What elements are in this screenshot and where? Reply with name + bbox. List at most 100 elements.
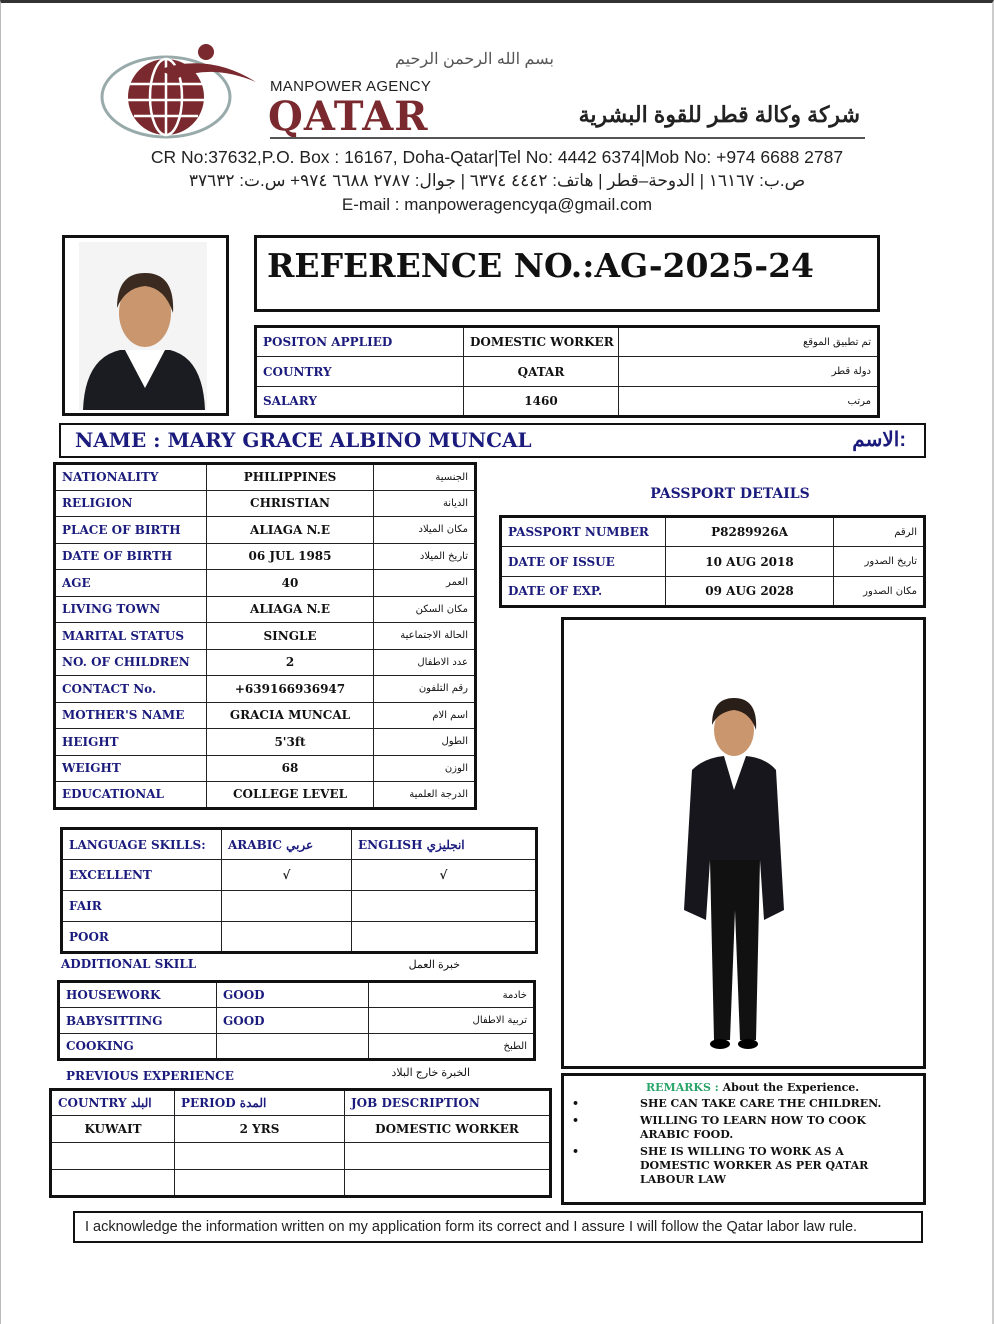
experience-row [50,1142,551,1170]
field-label: WEIGHT [54,754,207,782]
exp-country [50,1142,175,1170]
full-body-photo-frame [561,617,926,1069]
language-header-cell: LANGUAGE SKILLS: [61,828,222,860]
field-label-arabic: مكان الصدور [833,576,925,607]
field-label-arabic: العمر [373,569,476,597]
field-label: LIVING TOWN [54,595,207,623]
personal-row: PLACE OF BIRTH ALIAGA N.E مكان الميلاد [54,516,476,544]
personal-row: MOTHER'S NAME GRACIA MUNCAL اسم الام [54,701,476,729]
arabic-check [221,921,352,953]
exp-period [174,1142,345,1170]
agency-title: QATAR [268,93,429,140]
personal-row: DATE OF BIRTH 06 JUL 1985 تاريخ الميلاد [54,542,476,570]
contact-line-arabic: ص.ب: ١٦١٦٧ | الدوحة–قطر | هاتف: ٤٤٤٢ ٦٣٧… [188,171,806,190]
field-value: P8289926A [665,516,834,547]
bismillah-calligraphy: بسم الله الرحمن الرحيم [395,51,554,68]
field-label: EDUCATIONAL [54,781,207,809]
acknowledgement-box: I acknowledge the information written on… [73,1211,923,1243]
agency-arabic-name: شركة وكالة قطر للقوة البشرية [578,102,860,127]
skill-name: HOUSEWORK [58,981,217,1008]
bullet-icon: • [572,1097,580,1110]
skill-level: GOOD [216,1007,369,1034]
experience-row [50,1169,551,1197]
experience-header: COUNTRY البلد PERIOD المدة JOB DESCRIPTION [50,1089,551,1116]
previous-experience-arabic: الخبرة خارج البلاد [391,1067,470,1079]
field-label: COUNTRY [255,356,464,387]
level-label: FAIR [61,890,222,922]
skill-level [216,1033,369,1060]
remarks-title: About the Experience. [722,1081,860,1094]
experience-row: KUWAIT 2 YRS DOMESTIC WORKER [50,1115,551,1143]
bullet-icon: • [572,1145,580,1158]
reference-number: REFERENCE NO.:AG-2025-24 [267,246,815,285]
english-check [351,890,537,922]
experience-header-cell: COUNTRY البلد [50,1089,175,1116]
field-label: DATE OF EXP. [500,576,666,607]
language-skills-table: LANGUAGE SKILLS: ARABIC عربي ENGLISH انجلي… [60,827,538,954]
field-label-arabic: الطول [373,728,476,756]
field-value: +639166936947 [206,675,374,703]
bullet-icon: • [572,1114,580,1127]
remark-item: • SHE CAN TAKE CARE THE CHILDREN. [572,1097,917,1111]
field-label: MOTHER'S NAME [54,701,207,729]
arabic-check [221,890,352,922]
exp-job [344,1169,551,1197]
field-label: NATIONALITY [54,463,207,491]
personal-row: EDUCATIONAL COLLEGE LEVEL الدرجة العلمية [54,781,476,809]
additional-skill-label: ADDITIONAL SKILL [61,957,197,971]
field-value: 40 [206,569,374,597]
field-label-arabic: رقم التلفون [373,675,476,703]
previous-experience-label: PREVIOUS EXPERIENCE [66,1069,234,1083]
additional-skill-arabic: خبرة العمل [408,959,460,971]
field-label-arabic: الديانة [373,489,476,517]
english-check: √ [351,859,537,891]
acknowledgement-text: I acknowledge the information written on… [85,1219,858,1235]
skill-level: GOOD [216,981,369,1008]
position-row: COUNTRY QATAR دولة قطر [255,356,879,387]
exp-country [50,1169,175,1197]
personal-row: WEIGHT 68 الوزن [54,754,476,782]
position-row: SALARY 1460 مرتب [255,386,879,417]
contact-line-english: CR No:37632,P.O. Box : 16167, Doha-Qatar… [150,147,844,167]
remark-item: • SHE IS WILLING TO WORK AS A DOMESTIC WO… [572,1145,917,1187]
passport-title: PASSPORT DETAILS [650,486,810,502]
field-value: 06 JUL 1985 [206,542,374,570]
skill-name-arabic: الطبخ [368,1033,535,1060]
field-value: 5'3ft [206,728,374,756]
personal-row: LIVING TOWN ALIAGA N.E مكان السكن [54,595,476,623]
exp-job [344,1142,551,1170]
skill-row: HOUSEWORK GOOD خادمة [58,981,535,1008]
personal-row: AGE 40 العمر [54,569,476,597]
skill-name-arabic: تربية الاطفال [368,1007,535,1034]
field-label-arabic: مكان السكن [373,595,476,623]
remark-text: SHE CAN TAKE CARE THE CHILDREN. [640,1097,882,1110]
personal-row: NO. OF CHILDREN 2 عدد الاطفال [54,648,476,676]
full-body-photo [684,698,784,1049]
field-label-arabic: اسم الام [373,701,476,729]
field-value: ALIAGA N.E [206,516,374,544]
field-value: ALIAGA N.E [206,595,374,623]
remarks-label: REMARKS : [646,1081,719,1094]
skill-row: BABYSITTING GOOD تربية الاطفال [58,1007,535,1034]
field-label-arabic: عدد الاطفال [373,648,476,676]
language-row: FAIR [61,890,537,922]
agency-subtitle: MANPOWER AGENCY [270,78,432,95]
additional-skills-table: HOUSEWORK GOOD خادمة BABYSITTING GOOD تربية ا… [57,980,536,1061]
field-label: SALARY [255,386,464,417]
field-label-arabic: تاريخ الصدور [833,546,925,577]
field-value: COLLEGE LEVEL [206,781,374,809]
personal-details-table: NATIONALITY PHILIPPINES الجنسية RELIGION CHR… [53,462,477,810]
field-label: POSITON APPLIED [255,326,464,357]
position-table: POSITON APPLIED DOMESTIC WORKER تم تطبيق ا… [254,325,880,418]
exp-period: 2 YRS [174,1115,345,1143]
name-box: NAME : MARY GRACE ALBINO MUNCAL الاسم: [59,423,926,458]
field-label-arabic: الحالة الاجتماعية [373,622,476,650]
exp-job: DOMESTIC WORKER [344,1115,551,1143]
remark-text: WILLING TO LEARN HOW TO COOK ARABIC FOOD… [640,1114,866,1141]
field-value: GRACIA MUNCAL [206,701,374,729]
reference-box: REFERENCE NO.:AG-2025-24 [254,235,880,312]
experience-header-cell: JOB DESCRIPTION [344,1089,551,1116]
field-label-arabic: مرتب [618,386,879,417]
field-value: CHRISTIAN [206,489,374,517]
